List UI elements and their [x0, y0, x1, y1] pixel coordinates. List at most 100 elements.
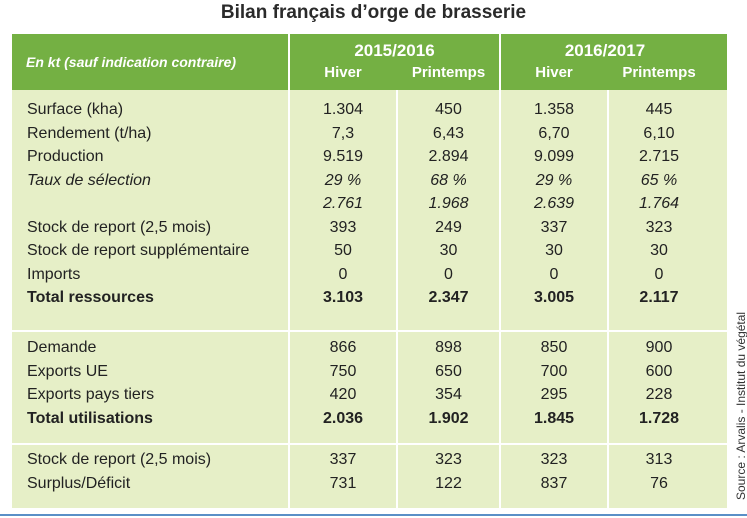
- season-printemps-2015: Printemps: [411, 64, 486, 81]
- cell: 295: [540, 386, 568, 403]
- resources-section: Surface (kha) 1.304 450 1.358 445 Rendem…: [12, 98, 727, 310]
- cell: 354: [435, 386, 462, 403]
- source-credit: Source : Arvalis - Institut du végétal: [734, 311, 747, 500]
- table-row: Stock de report (2,5 mois) 393 249 337 3…: [12, 216, 727, 240]
- row-label: [12, 192, 289, 216]
- cell: 3.103: [322, 289, 364, 306]
- column-divider: [607, 90, 609, 508]
- row-label: Total ressources: [27, 289, 154, 306]
- cell: 2.639: [533, 195, 575, 212]
- cell: 2.347: [428, 289, 469, 306]
- year-2015-2016: 2015/2016: [354, 41, 435, 60]
- cell: 0: [549, 265, 559, 283]
- table-row: Exports UE 750 650 700 600: [12, 360, 727, 384]
- column-divider: [288, 34, 290, 508]
- cell: 29 %: [535, 171, 573, 189]
- table-row: Taux de sélection 29 % 68 % 29 % 65 %: [12, 169, 727, 193]
- row-label: Stock de report supplémentaire: [27, 242, 250, 259]
- table-row: Production 9.519 2.894 9.099 2.715: [12, 145, 727, 169]
- season-hiver-2016: Hiver: [535, 64, 573, 81]
- cell: 750: [329, 362, 357, 380]
- cell: 2.894: [428, 148, 469, 165]
- bottom-rule: [0, 514, 747, 516]
- cell: 122: [435, 474, 462, 492]
- row-label: Imports: [27, 265, 81, 283]
- cell: 1.728: [638, 409, 680, 427]
- cell: 228: [645, 386, 673, 403]
- cell: 393: [329, 218, 357, 236]
- cell: 9.519: [322, 148, 364, 165]
- cell: 76: [650, 474, 668, 492]
- season-printemps-2016: Printemps: [622, 64, 696, 81]
- cell: 6,43: [432, 124, 465, 142]
- section-divider: [12, 443, 727, 445]
- cell: 2.036: [322, 409, 364, 427]
- cell: 30: [439, 242, 458, 259]
- cell: 337: [540, 218, 568, 236]
- cell: 650: [435, 362, 462, 380]
- cell: 900: [645, 339, 673, 356]
- cell: 420: [329, 386, 357, 403]
- cell: 2.761: [322, 195, 364, 212]
- cell: 6,70: [538, 124, 570, 142]
- row-label: Exports pays tiers: [27, 386, 155, 403]
- cell: 866: [329, 339, 357, 356]
- row-label: Surplus/Déficit: [27, 474, 131, 492]
- total-row: Total utilisations 2.036 1.902 1.845 1.7…: [12, 407, 727, 431]
- total-row: Total ressources 3.103 2.347 3.005 2.117: [12, 286, 727, 310]
- table-row: Stock de report supplémentaire 50 30 30 …: [12, 239, 727, 263]
- cell: 30: [650, 242, 668, 259]
- row-label: Production: [27, 148, 104, 165]
- cell: 0: [654, 265, 664, 283]
- cell: 731: [329, 474, 357, 492]
- balance-section: Stock de report (2,5 mois) 337 323 323 3…: [12, 448, 727, 495]
- table-row: Rendement (t/ha) 7,3 6,43 6,70 6,10: [12, 122, 727, 146]
- season-hiver-2015: Hiver: [324, 64, 362, 81]
- table-row: 2.761 1.968 2.639 1.764: [12, 192, 727, 216]
- year-2016-2017: 2016/2017: [564, 41, 646, 60]
- cell: 313: [645, 451, 673, 468]
- cell: 1.845: [533, 409, 575, 427]
- cell: 1.764: [638, 195, 680, 212]
- table-title: Bilan français d’orge de brasserie: [220, 2, 527, 23]
- cell: 3.005: [533, 289, 575, 306]
- cell: 30: [545, 242, 563, 259]
- cell: 0: [444, 265, 453, 283]
- cell: 850: [540, 339, 568, 356]
- cell: 7,3: [331, 124, 355, 142]
- section-divider: [12, 330, 727, 332]
- row-label: Demande: [27, 339, 97, 356]
- cell: 323: [645, 218, 673, 236]
- balance-table: En kt (sauf indication contraire) 2015/2…: [12, 34, 727, 508]
- cell: 6,10: [643, 124, 675, 142]
- cell: 323: [435, 451, 462, 468]
- column-divider: [396, 90, 398, 508]
- uses-section: Demande 866 898 850 900 Exports UE 750 6…: [12, 336, 727, 430]
- cell: 1.358: [533, 101, 575, 118]
- column-divider: [499, 34, 501, 508]
- unit-label: En kt (sauf indication contraire): [26, 54, 237, 70]
- table-row: Imports 0 0 0 0: [12, 263, 727, 287]
- cell: 50: [334, 242, 352, 259]
- table-row: Surface (kha) 1.304 450 1.358 445: [12, 98, 727, 122]
- row-label: Stock de report (2,5 mois): [27, 451, 212, 468]
- cell: 0: [338, 265, 348, 283]
- cell: 1.968: [428, 195, 469, 212]
- cell: 445: [645, 101, 673, 118]
- cell: 323: [540, 451, 568, 468]
- cell: 249: [435, 218, 462, 236]
- cell: 450: [435, 101, 462, 118]
- cell: 1.902: [428, 409, 469, 427]
- cell: 337: [329, 451, 357, 468]
- cell: 2.715: [638, 148, 680, 165]
- row-label: Stock de report (2,5 mois): [27, 218, 212, 236]
- row-label: Rendement (t/ha): [27, 124, 152, 142]
- table-header: En kt (sauf indication contraire) 2015/2…: [12, 34, 727, 90]
- row-label: Taux de sélection: [27, 171, 151, 189]
- cell: 68 %: [430, 171, 467, 189]
- table-row: Exports pays tiers 420 354 295 228: [12, 383, 727, 407]
- row-label: Surface (kha): [27, 101, 124, 118]
- table-row: Surplus/Déficit 731 122 837 76: [12, 472, 727, 496]
- cell: 65 %: [640, 171, 678, 189]
- row-label: Exports UE: [27, 362, 108, 380]
